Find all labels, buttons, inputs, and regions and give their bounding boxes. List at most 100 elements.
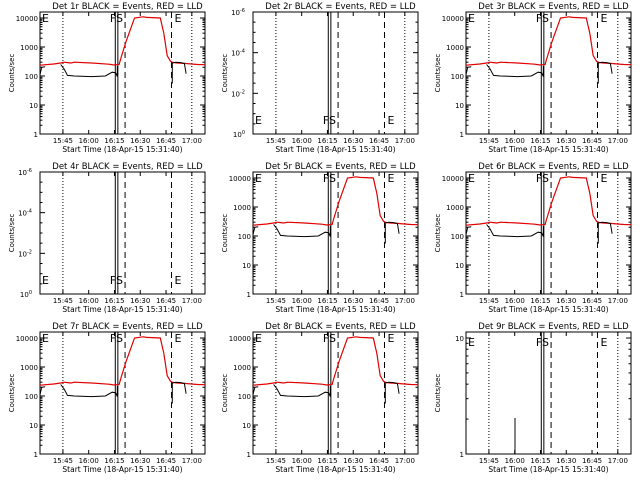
black-events-series — [252, 386, 259, 395]
y-tick-label: 10000 — [16, 15, 38, 23]
y-tick-label: 10 — [242, 422, 251, 430]
y-tick-exponent: 0 — [242, 130, 245, 136]
x-tick-label: 17:00 — [395, 297, 415, 305]
y-tick-label: 100 — [451, 73, 464, 81]
black-events-series — [486, 64, 544, 78]
x-tick-label: 17:00 — [395, 457, 415, 465]
y-tick-label: 10000 — [16, 335, 38, 343]
y-tick-label: 10-2 — [18, 249, 32, 258]
y-tick-label: 100 — [25, 393, 38, 401]
y-tick-label: 10-4 — [231, 49, 245, 58]
black-events-series — [252, 226, 259, 235]
black-events-series — [60, 384, 118, 398]
x-tick-label: 17:00 — [182, 297, 202, 305]
y-tick-label: 100 — [238, 393, 251, 401]
panel-title: Det 2r BLACK = Events, RED = LLD — [265, 2, 416, 12]
y-axis-label: Counts/sec — [221, 374, 229, 413]
black-events-series — [171, 61, 187, 84]
black-events-series — [39, 66, 46, 75]
x-tick-label: 16:45 — [369, 297, 389, 305]
red-lld-series — [465, 16, 632, 66]
x-tick-label: 15:45 — [53, 297, 73, 305]
panel-title: Det 7r BLACK = Events, RED = LLD — [52, 322, 203, 332]
black-events-series — [486, 224, 544, 238]
event-marker-label: E — [255, 114, 262, 127]
x-tick-label: 16:15 — [317, 297, 337, 305]
black-events-series — [60, 64, 118, 78]
x-tick-label: 16:45 — [156, 457, 176, 465]
y-tick-label: 1 — [460, 291, 464, 299]
y-tick-label: 1000 — [20, 364, 38, 372]
x-tick-label: 16:00 — [292, 297, 312, 305]
panel-3: Det 3r BLACK = Events, RED = LLD Counts/s… — [434, 2, 632, 154]
x-tick-label: 17:00 — [182, 457, 202, 465]
red-lld-series — [465, 176, 632, 226]
x-axis-label: Start Time (18-Apr-15 15:31:40) — [275, 305, 395, 314]
x-axis-label: Start Time (18-Apr-15 15:31:40) — [62, 465, 182, 474]
x-tick-label: 16:30 — [556, 457, 576, 465]
x-tick-label: 16:15 — [317, 457, 337, 465]
y-tick-label: 1000 — [233, 364, 251, 372]
x-tick-label: 17:00 — [182, 137, 202, 145]
event-marker-label: E — [174, 274, 181, 287]
black-events-series — [273, 384, 331, 398]
x-tick-label: 17:00 — [608, 297, 628, 305]
event-marker-label: E — [387, 114, 394, 127]
event-marker-label: E — [255, 172, 262, 185]
y-tick-label: 10 — [242, 262, 251, 270]
panel-9: Det 9r BLACK = Events, RED = LLD Counts/s… — [434, 322, 632, 474]
y-tick-label: 1000 — [233, 204, 251, 212]
x-tick-label: 16:00 — [505, 297, 525, 305]
panel-4: Det 4r BLACK = Events, RED = LLD Counts/s… — [8, 162, 206, 314]
event-marker-label: E — [600, 336, 607, 349]
black-events-series — [384, 381, 400, 404]
x-axis-label: Start Time (18-Apr-15 15:31:40) — [275, 145, 395, 154]
black-events-series — [39, 386, 46, 395]
y-tick-exponent: 0 — [29, 290, 32, 296]
panel-title: Det 4r BLACK = Events, RED = LLD — [52, 162, 203, 172]
y-tick-label: 100 — [20, 290, 32, 299]
y-tick-exponent: -4 — [27, 209, 32, 215]
y-tick-label: 100 — [238, 233, 251, 241]
x-axis-label: Start Time (18-Apr-15 15:31:40) — [275, 465, 395, 474]
x-tick-label: 15:45 — [479, 297, 499, 305]
x-tick-label: 16:45 — [582, 297, 602, 305]
y-axis-label: Counts/sec — [434, 214, 442, 253]
plot-frame — [465, 11, 632, 135]
plot-frame — [39, 331, 206, 455]
x-tick-label: 16:15 — [317, 137, 337, 145]
y-tick-label: 10000 — [442, 15, 464, 23]
y-tick-exponent: -6 — [27, 168, 32, 174]
y-axis-label: Counts/sec — [434, 54, 442, 93]
event-marker-label: FS — [536, 336, 549, 349]
x-tick-label: 16:30 — [343, 137, 363, 145]
x-tick-label: 17:00 — [608, 137, 628, 145]
event-marker-label: FS — [536, 172, 549, 185]
x-tick-label: 16:15 — [104, 137, 124, 145]
black-events-series — [273, 224, 331, 238]
panel-8: Det 8r BLACK = Events, RED = LLD Counts/s… — [221, 322, 419, 474]
event-marker-label: E — [600, 12, 607, 25]
y-tick-label: 1 — [247, 291, 251, 299]
event-marker-label: FS — [110, 12, 123, 25]
event-marker-label: FS — [323, 114, 336, 127]
x-axis-label: Start Time (18-Apr-15 15:31:40) — [62, 145, 182, 154]
panel-title: Det 6r BLACK = Events, RED = LLD — [478, 162, 629, 172]
y-tick-label: 1000 — [20, 44, 38, 52]
x-tick-label: 16:30 — [130, 137, 150, 145]
y-axis-label: Counts/sec — [221, 54, 229, 93]
panel-title: Det 9r BLACK = Events, RED = LLD — [478, 322, 629, 332]
x-tick-label: 16:30 — [556, 137, 576, 145]
black-events-series — [465, 66, 472, 75]
y-tick-label: 10000 — [442, 175, 464, 183]
y-tick-label: 1 — [460, 131, 464, 139]
black-events-series — [171, 381, 187, 404]
y-tick-label: 10-6 — [231, 8, 245, 17]
x-tick-label: 16:30 — [130, 457, 150, 465]
event-marker-label: E — [468, 336, 475, 349]
plot-frame — [39, 11, 206, 135]
red-lld-series — [39, 16, 206, 66]
event-marker-label: E — [42, 332, 49, 345]
y-tick-label: 10000 — [229, 335, 251, 343]
x-axis-label: Start Time (18-Apr-15 15:31:40) — [488, 465, 608, 474]
